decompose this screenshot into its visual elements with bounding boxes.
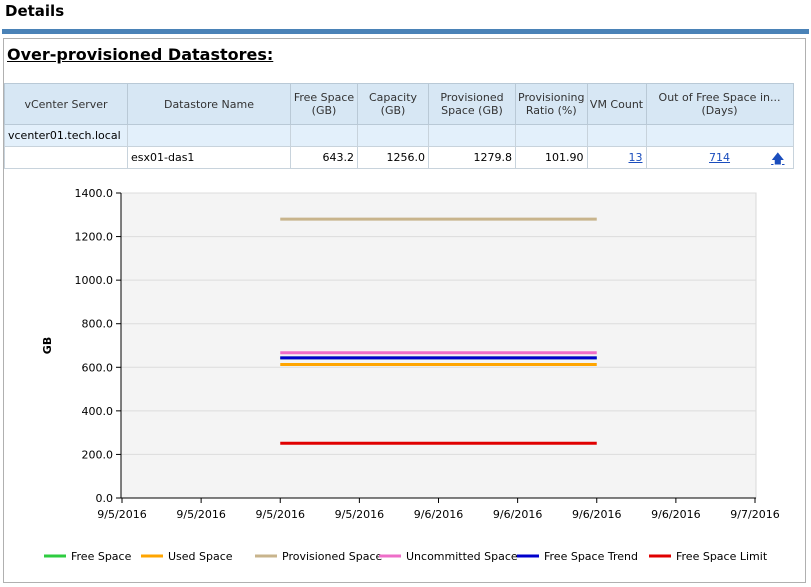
y-tick-label: 0.0	[96, 492, 114, 505]
y-tick-label: 200.0	[82, 448, 114, 461]
x-tick-label: 9/6/2016	[414, 508, 463, 521]
x-tick-label: 9/7/2016	[730, 508, 779, 521]
legend-item[interactable]: Free Space Limit	[649, 550, 768, 563]
legend-label: Uncommitted Space	[406, 550, 518, 563]
y-tick-label: 600.0	[82, 361, 114, 374]
legend-item[interactable]: Provisioned Space	[255, 550, 383, 563]
legend-label: Free Space Limit	[676, 550, 768, 563]
legend-item[interactable]: Free Space	[44, 550, 132, 563]
table-header-row: vCenter Server Datastore Name Free Space…	[4, 83, 794, 125]
x-tick-label: 9/6/2016	[651, 508, 700, 521]
x-tick-label: 9/6/2016	[493, 508, 542, 521]
legend-item[interactable]: Free Space Trend	[517, 550, 638, 563]
legend-item[interactable]: Used Space	[141, 550, 233, 563]
col-days-until-full[interactable]: Out of Free Space in... (Days)	[645, 83, 794, 125]
table-row: esx01-das1 643.2 1256.0 1279.8 101.90 13…	[4, 146, 794, 169]
legend-label: Free Space	[71, 550, 132, 563]
y-tick-label: 1200.0	[75, 231, 114, 244]
legend-label: Used Space	[168, 550, 233, 563]
y-axis-title: GB	[41, 337, 54, 354]
report-panel: Over-provisioned Datastores: vCenter Ser…	[3, 38, 806, 583]
cell-datastore-name: esx01-das1	[127, 146, 291, 169]
datastore-table: vCenter Server Datastore Name Free Space…	[4, 83, 794, 169]
col-datastore-name[interactable]: Datastore Name	[127, 83, 291, 125]
x-tick-label: 9/5/2016	[256, 508, 305, 521]
y-tick-label: 400.0	[82, 405, 114, 418]
col-provisioning-ratio[interactable]: Provisioning Ratio (%)	[515, 83, 588, 125]
header-divider	[2, 29, 809, 34]
cell-provisioning-ratio: 101.90	[515, 146, 588, 169]
col-free-space[interactable]: Free Space (GB)	[290, 83, 358, 125]
col-capacity[interactable]: Capacity (GB)	[357, 83, 429, 125]
details-heading: Details	[5, 2, 65, 20]
group-row: vcenter01.tech.local	[4, 124, 794, 147]
group-vcenter-name: vcenter01.tech.local	[4, 124, 128, 147]
days-link[interactable]: 714	[709, 151, 731, 164]
x-tick-label: 9/5/2016	[97, 508, 146, 521]
y-tick-label: 1400.0	[75, 187, 114, 200]
y-tick-label: 1000.0	[75, 274, 114, 287]
legend-label: Provisioned Space	[282, 550, 383, 563]
x-tick-label: 9/6/2016	[572, 508, 621, 521]
section-title: Over-provisioned Datastores:	[7, 45, 274, 64]
x-tick-label: 9/5/2016	[335, 508, 384, 521]
cell-provisioned-space: 1279.8	[428, 146, 516, 169]
legend-label: Free Space Trend	[544, 550, 638, 563]
vm-count-link[interactable]: 13	[628, 151, 643, 164]
legend-item[interactable]: Uncommitted Space	[379, 550, 518, 563]
datastore-chart: 0.0 200.0 400.0 600.0 800.0 1000.0 1200.0 1400.…	[41, 187, 780, 563]
plot-area	[120, 192, 757, 499]
red-up-arrow-icon: 🡅	[771, 152, 785, 167]
x-tick-label: 9/5/2016	[176, 508, 225, 521]
y-tick-label: 800.0	[82, 318, 114, 331]
col-vm-count[interactable]: VM Count	[586, 83, 647, 125]
